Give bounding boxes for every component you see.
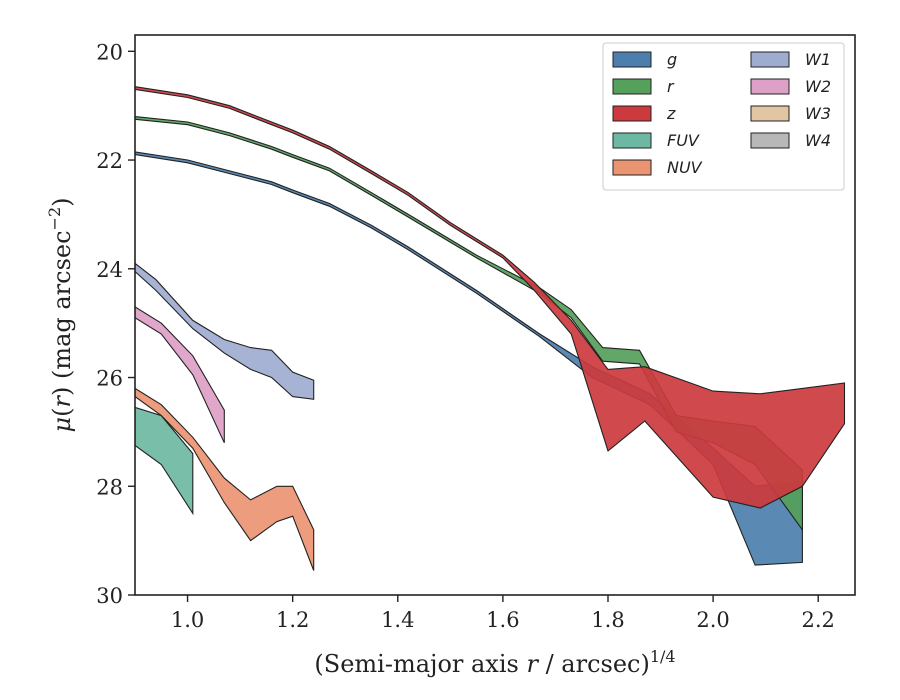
y-tick-label: 26 — [96, 367, 123, 391]
band-g — [135, 151, 803, 566]
x-tick-label: 2.2 — [802, 608, 835, 632]
legend-swatch-g — [612, 51, 652, 68]
x-axis-title: (Semi-major axis r / arcsec)1/4 — [314, 647, 675, 678]
plot-area-frame — [134, 34, 856, 596]
y-tick-label: 30 — [96, 584, 123, 608]
band-fuv — [135, 406, 194, 516]
x-axis: 1.0 1.2 1.4 1.6 1.8 2.0 2.2 — [171, 595, 835, 632]
band-w2 — [135, 306, 225, 444]
legend-label-z: z — [666, 104, 676, 123]
legend-label-r: r — [667, 77, 675, 96]
y-tick-label: 22 — [96, 149, 123, 173]
legend-label-w1: W1 — [805, 50, 831, 69]
x-tick-label: 2.0 — [696, 608, 729, 632]
legend-label-g: g — [667, 50, 677, 69]
band-nuv — [135, 387, 315, 571]
legend-label-nuv: NUV — [667, 158, 703, 177]
band-w1 — [135, 262, 315, 400]
legend-label-w3: W3 — [805, 104, 831, 123]
legend-swatch-w4 — [750, 132, 790, 149]
x-tick-label: 1.4 — [381, 608, 414, 632]
band-r — [135, 116, 803, 532]
band-z — [135, 86, 846, 509]
y-axis-title: μ(r) (mag arcsec−2) — [45, 197, 76, 432]
profile-bands — [135, 86, 846, 571]
x-tick-label: 1.0 — [171, 608, 204, 632]
legend-label-fuv: FUV — [667, 131, 700, 150]
y-tick-label: 20 — [96, 40, 123, 64]
legend-swatch-r — [612, 78, 652, 95]
legend-label-w2: W2 — [805, 77, 831, 96]
legend-swatch-nuv — [612, 159, 652, 176]
legend: grz FUV NUV W1 W2 W3 W4 — [602, 42, 845, 191]
x-tick-label: 1.6 — [486, 608, 519, 632]
legend-label-w4: W4 — [805, 131, 831, 150]
y-tick-label: 24 — [96, 258, 123, 282]
x-tick-label: 1.2 — [276, 608, 309, 632]
x-tick-label: 1.8 — [591, 608, 624, 632]
y-axis: 20 22 24 26 28 30 — [96, 40, 135, 608]
y-tick-label: 28 — [96, 475, 123, 499]
legend-swatch-w1 — [750, 51, 790, 68]
legend-swatch-w2 — [750, 78, 790, 95]
legend-swatch-fuv — [612, 132, 652, 149]
legend-swatch-w3 — [750, 105, 790, 122]
legend-swatch-z — [612, 105, 652, 122]
